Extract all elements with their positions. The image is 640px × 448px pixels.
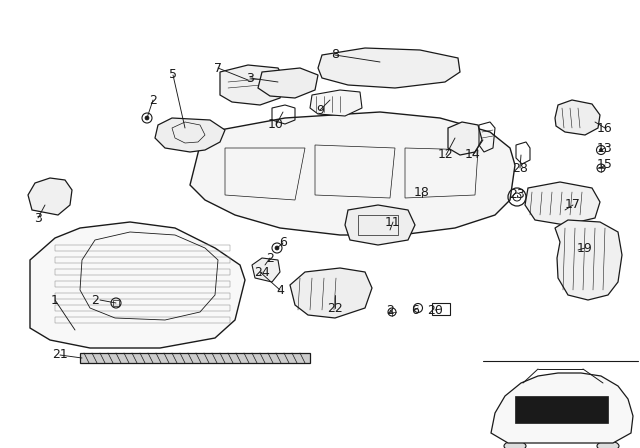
Ellipse shape [597,441,619,448]
Polygon shape [30,222,245,348]
Polygon shape [80,353,310,363]
Text: 10: 10 [268,119,284,132]
Text: 13: 13 [597,142,613,155]
Polygon shape [258,68,318,98]
Text: 2: 2 [266,251,274,264]
Text: 24: 24 [254,266,270,279]
Polygon shape [310,90,362,116]
Text: 11: 11 [385,215,401,228]
Polygon shape [555,220,622,300]
Text: 2: 2 [386,303,394,316]
Text: 8: 8 [331,48,339,61]
Text: 22: 22 [327,302,343,314]
Text: 21: 21 [52,349,68,362]
Text: 6: 6 [411,303,419,316]
Text: 1: 1 [51,293,59,306]
Text: 17: 17 [565,198,581,211]
Polygon shape [290,268,372,318]
Text: 12: 12 [438,148,454,161]
Polygon shape [345,205,415,245]
Text: 6: 6 [279,237,287,250]
Text: 18: 18 [414,186,430,199]
Polygon shape [555,100,600,135]
Circle shape [145,116,149,120]
Circle shape [600,148,602,151]
Text: 28: 28 [512,161,528,175]
Polygon shape [448,122,482,155]
Text: 9: 9 [316,103,324,116]
Text: 23: 23 [509,189,525,202]
Polygon shape [28,178,72,215]
Polygon shape [515,396,608,423]
Text: 4: 4 [276,284,284,297]
Polygon shape [155,118,225,152]
Text: 14: 14 [465,148,481,161]
Text: 2: 2 [149,94,157,107]
Polygon shape [318,48,460,88]
Text: 2: 2 [91,293,99,306]
Circle shape [275,246,279,250]
Polygon shape [220,65,285,105]
Text: 3: 3 [246,72,254,85]
Text: 5: 5 [169,69,177,82]
Text: 15: 15 [597,159,613,172]
Text: 16: 16 [597,121,613,134]
Polygon shape [190,112,515,235]
Polygon shape [252,258,280,282]
Polygon shape [491,373,633,443]
Text: 3: 3 [34,211,42,224]
Text: 20: 20 [427,303,443,316]
Polygon shape [525,182,600,225]
Ellipse shape [504,441,526,448]
Text: 19: 19 [577,241,593,254]
Text: 7: 7 [214,61,222,74]
